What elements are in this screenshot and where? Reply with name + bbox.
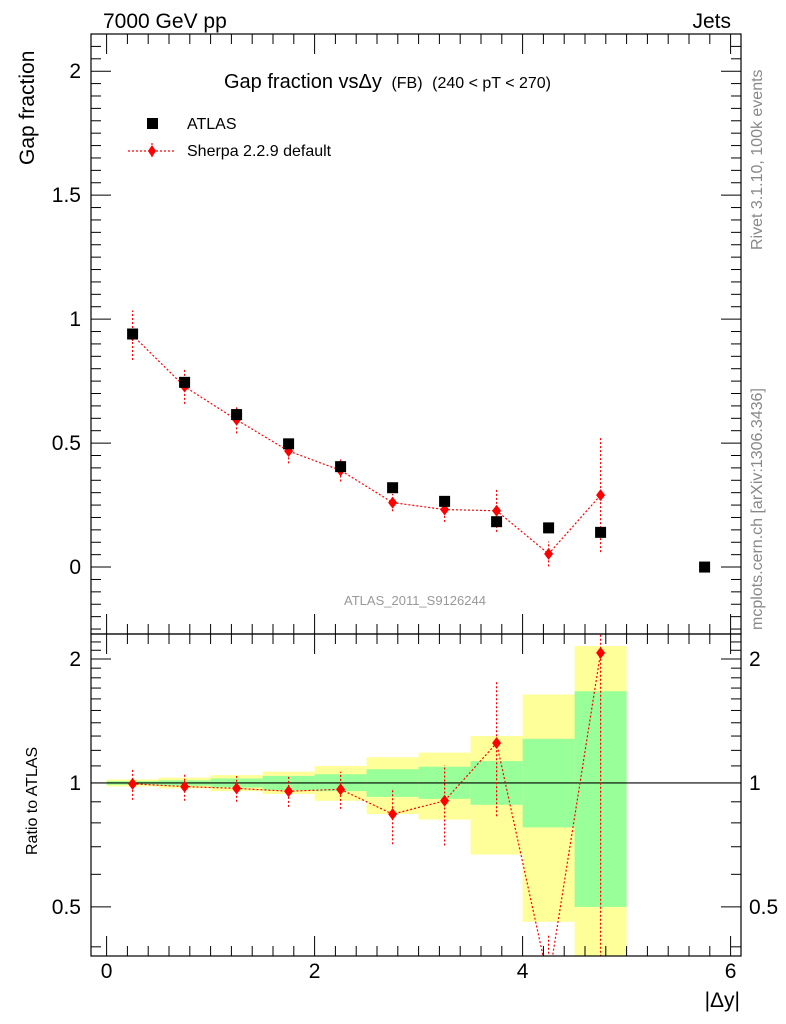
plot-title: Gap fraction vsΔy (FB) (240 < pT < 270) [224, 71, 551, 93]
atlas-point [699, 561, 711, 573]
x-axis-label: |Δy| [705, 989, 740, 1012]
atlas-point [127, 328, 139, 340]
ratio-y-tick-label-right: 0.5 [749, 896, 778, 919]
ratio-sherpa-points [128, 646, 606, 987]
plot-title-range: (240 < pT < 270) [432, 75, 551, 92]
ratio-y-tick-label: 2 [69, 648, 81, 671]
ratio-sherpa-point [544, 975, 553, 987]
main-plot-panel: 0 0.5 1 1.5 2 Gap fraction Gap fraction vsΔy… [16, 33, 742, 635]
x-tick-label: 0 [101, 960, 113, 983]
ratio-y-tick-label: 0.5 [52, 896, 81, 919]
x-tick-label: 6 [725, 960, 737, 983]
ratio-sherpa-point [232, 782, 242, 795]
ratio-y-tick-label: 1 [69, 772, 81, 795]
main-plot-ticks [91, 34, 741, 634]
sherpa-point [596, 489, 606, 502]
header-right: Jets [692, 10, 731, 33]
atlas-point [335, 461, 347, 473]
ratio-sherpa-point [388, 808, 398, 821]
legend-atlas-label: ATLAS [187, 116, 237, 133]
header-left: 7000 GeV pp [103, 10, 227, 33]
plot-title-small: (FB) [391, 75, 422, 92]
ratio-sherpa-point [440, 794, 450, 807]
y-tick-label: 0 [69, 556, 81, 579]
sherpa-point [544, 547, 554, 560]
mcplots-label: mcplots.cern.ch [arXiv:1306.3436] [749, 388, 766, 630]
sherpa-line-path [132, 334, 602, 555]
sherpa-error-bars [132, 310, 602, 567]
legend: ATLAS Sherpa 2.2.9 default [128, 116, 332, 160]
ratio-sherpa-point [596, 646, 606, 659]
sherpa-point [388, 496, 398, 509]
atlas-point [595, 526, 607, 538]
ratio-sherpa-point [128, 777, 138, 790]
ratio-y-tick-label-right: 2 [749, 648, 761, 671]
x-tick-label: 4 [517, 960, 529, 983]
ratio-sherpa-point [336, 783, 346, 796]
analysis-watermark: ATLAS_2011_S9126244 [344, 593, 486, 608]
legend-sherpa-marker [148, 145, 156, 157]
main-plot-y-axis-label: Gap fraction [16, 51, 39, 165]
ratio-plot-x-tick-labels: 0 2 4 6 [101, 960, 737, 983]
ratio-sherpa-point [284, 785, 294, 798]
y-tick-label: 2 [69, 60, 81, 83]
atlas-point [283, 438, 295, 450]
plot-title-main: Gap fraction vsΔy [224, 71, 382, 93]
y-tick-label: 0.5 [52, 432, 81, 455]
sherpa-points [128, 329, 606, 560]
ratio-plot-ticks [91, 634, 741, 956]
legend-atlas-marker [147, 118, 158, 129]
ratio-plot-panel: 0.5 0.5 1 1 2 2 0 2 4 6 Ratio to ATLAS |Δy| [24, 633, 778, 1012]
ratio-y-tick-label-right: 1 [749, 772, 761, 795]
atlas-point [387, 482, 399, 494]
sherpa-line [132, 334, 602, 555]
atlas-point [491, 516, 503, 528]
atlas-points [127, 328, 711, 573]
ratio-plot-frame [90, 633, 742, 957]
ratio-sherpa-point [180, 780, 190, 793]
x-tick-label: 2 [309, 960, 321, 983]
atlas-point [439, 495, 451, 507]
ratio-plot-y-axis-label: Ratio to ATLAS [24, 747, 41, 855]
ratio-sherpa-line [132, 652, 602, 956]
main-plot-y-tick-labels: 0 0.5 1 1.5 2 [52, 60, 81, 579]
ratio-sherpa-point [492, 737, 502, 750]
atlas-point [231, 409, 243, 421]
y-tick-label: 1 [69, 308, 81, 331]
y-tick-label: 1.5 [52, 184, 81, 207]
atlas-point [543, 522, 555, 534]
sherpa-point [492, 504, 502, 517]
rivet-label: Rivet 3.1.10, 100k events [749, 69, 766, 250]
atlas-point [179, 376, 191, 388]
legend-sherpa-label: Sherpa 2.2.9 default [187, 143, 332, 160]
ratio-sherpa-line-path [132, 652, 602, 956]
ratio-plot-y-tick-labels: 0.5 0.5 1 1 2 2 [52, 648, 778, 919]
